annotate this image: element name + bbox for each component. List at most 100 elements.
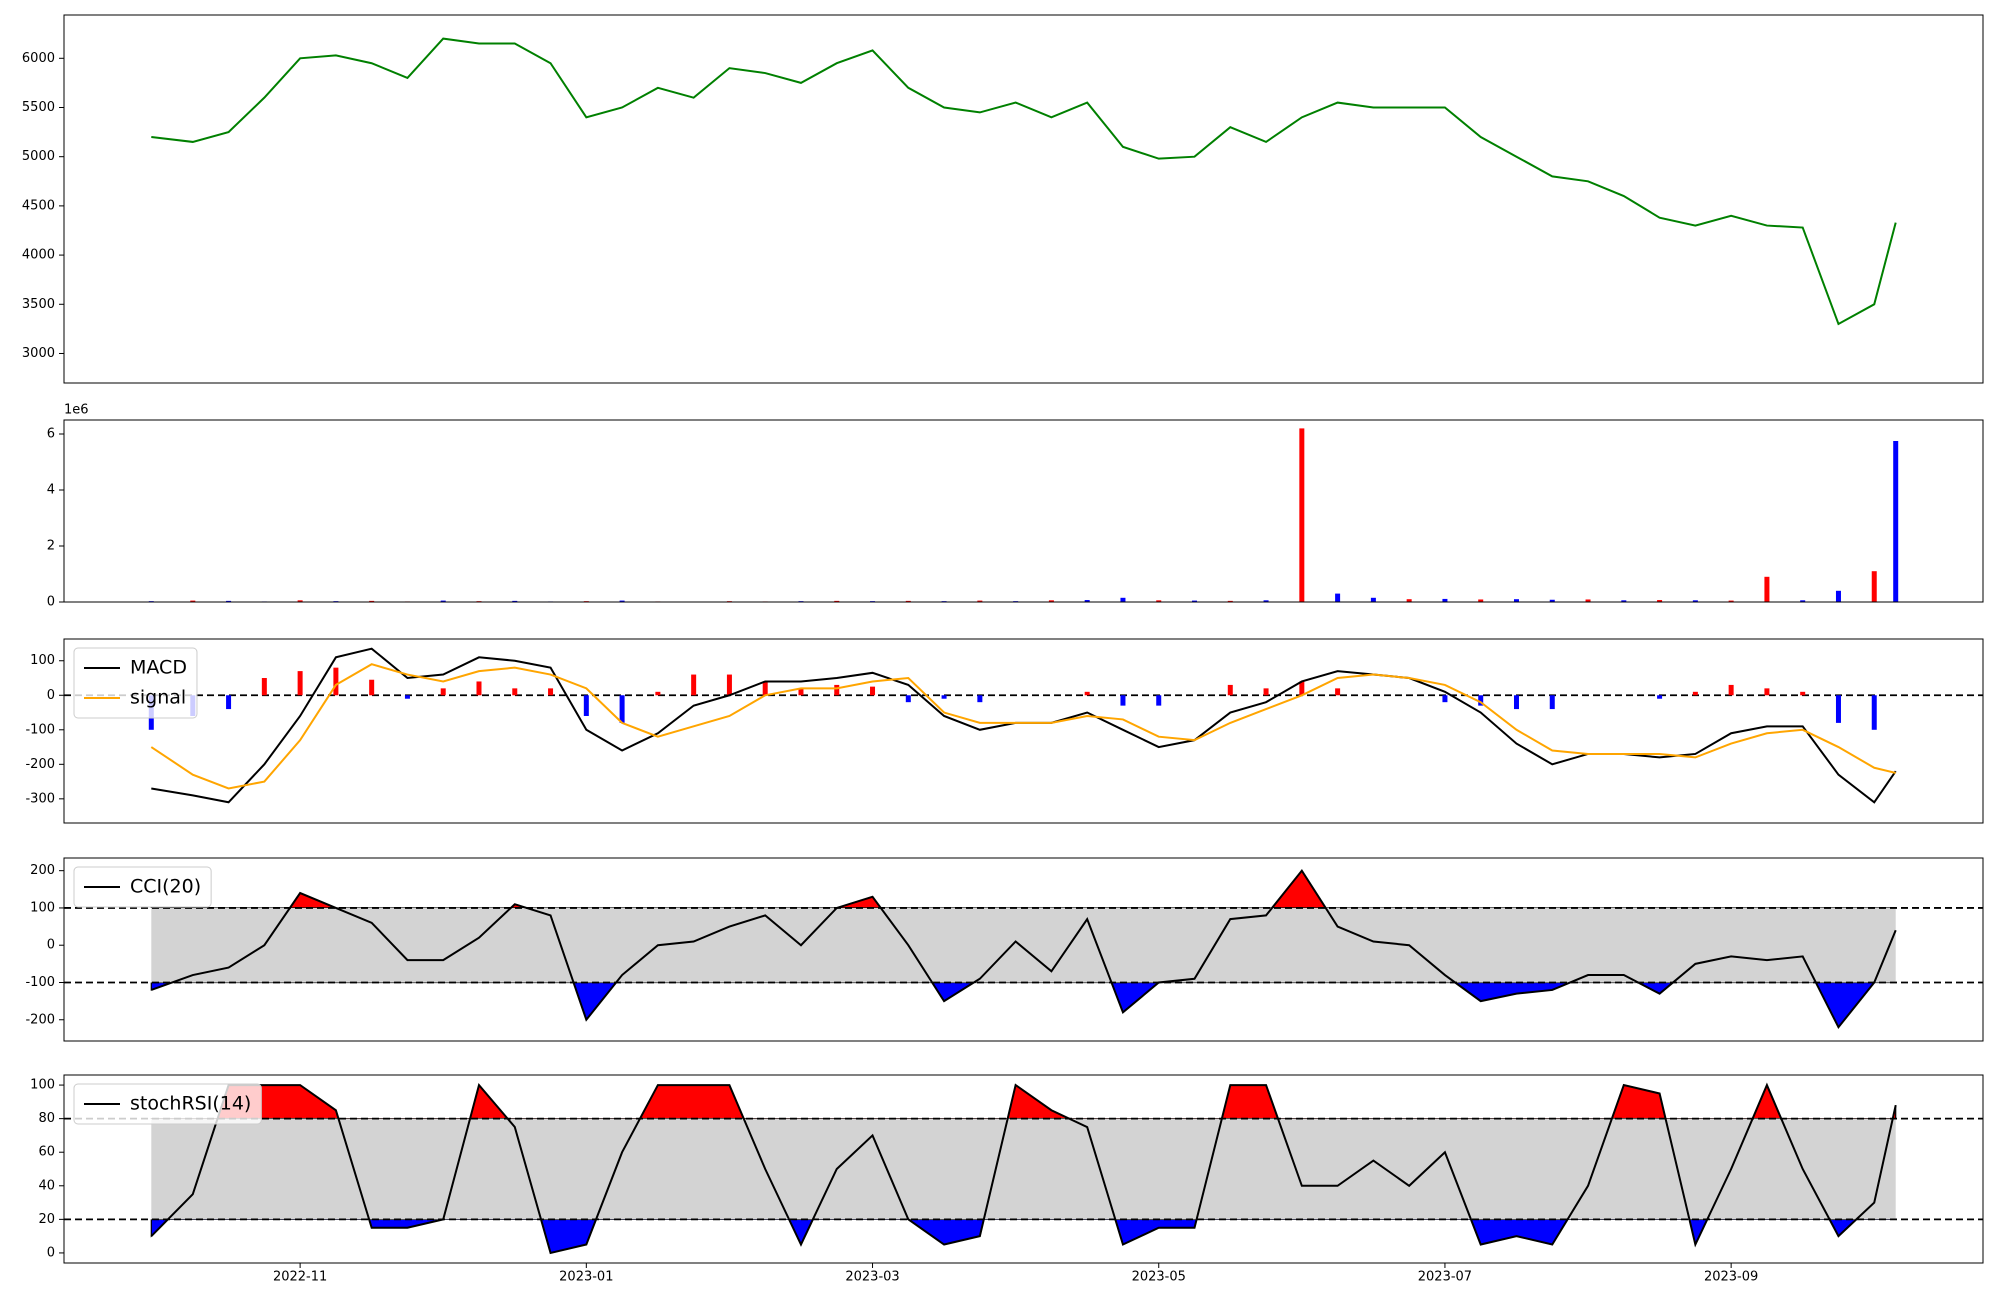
bar [834, 684, 840, 696]
legend-label: MACD [130, 657, 187, 679]
bar [1871, 695, 1877, 730]
series-line [150, 868, 1897, 1030]
bar [762, 681, 768, 696]
axes-frame [63, 1074, 1984, 1264]
bar [1156, 600, 1162, 602]
bar [1549, 695, 1555, 710]
plot-area [64, 1082, 1983, 1255]
bar [583, 695, 589, 716]
y-tick-label: 6000 [22, 51, 55, 66]
bar [1478, 695, 1484, 706]
bar [1657, 695, 1663, 699]
bar [1120, 597, 1126, 602]
bar [476, 681, 482, 696]
y-tick-label: -100 [25, 975, 55, 990]
bar [1335, 688, 1341, 696]
y-tick-label: 4500 [22, 198, 55, 213]
bar [1621, 600, 1627, 602]
y-tick-label: 0 [47, 595, 55, 610]
bar [1871, 571, 1877, 602]
bar [1370, 597, 1376, 602]
bar [726, 674, 732, 696]
y-tick-label: 100 [30, 900, 55, 915]
y-tick-label: 100 [30, 653, 55, 668]
bar [1084, 691, 1090, 696]
legend: stochRSI(14) [73, 1083, 262, 1125]
bar [190, 600, 196, 602]
bar [655, 691, 661, 696]
bar [1657, 600, 1663, 602]
x-tick-label: 2023-09 [1704, 1270, 1758, 1285]
bar [1893, 441, 1899, 602]
axes-frame [63, 857, 1984, 1042]
legend-box [73, 647, 198, 719]
bar [1192, 600, 1198, 602]
bar [619, 600, 625, 602]
y-tick-label: 5500 [22, 100, 55, 115]
bar [1800, 600, 1806, 602]
legend-label: signal [130, 687, 186, 709]
legend-box [73, 1083, 262, 1125]
bar [1335, 593, 1341, 602]
bar [226, 600, 232, 602]
bar [1549, 599, 1555, 602]
bar [1084, 600, 1090, 602]
bar [1764, 576, 1770, 602]
plot-area [151, 37, 1897, 326]
y-tick-label: 40 [38, 1178, 55, 1193]
bar [1835, 695, 1841, 723]
y-tick-label: 100 [30, 1078, 55, 1093]
bar [1442, 598, 1448, 602]
legend-label: stochRSI(14) [130, 1093, 251, 1115]
series-line [150, 663, 1896, 790]
y-tick-label: 0 [47, 1245, 55, 1260]
plot-area [148, 428, 1899, 602]
bar [977, 695, 983, 703]
bar [905, 600, 911, 602]
bar [1585, 599, 1591, 602]
bar [977, 600, 983, 602]
bar [619, 695, 625, 723]
legend: CCI(20) [73, 866, 212, 908]
axis-offset-label: 1e6 [64, 403, 89, 418]
bar [1263, 600, 1269, 602]
neutral-band [151, 1118, 1896, 1220]
bar [870, 686, 876, 696]
series-line [151, 37, 1897, 326]
bar [1299, 428, 1305, 602]
bar [1120, 695, 1126, 706]
y-tick-label: 5000 [22, 149, 55, 164]
bar [1764, 688, 1770, 696]
bar [440, 688, 446, 696]
panel: -200 -100 0 100 200 CCI(20) [25, 857, 1984, 1042]
bar [1513, 695, 1519, 710]
y-tick-label: 60 [38, 1145, 55, 1160]
y-tick-label: 0 [47, 688, 55, 703]
y-tick-label: 6 [47, 427, 55, 442]
bar [1513, 599, 1519, 602]
bar [512, 688, 518, 696]
x-tick-label: 2023-07 [1418, 1270, 1472, 1285]
x-tick-label: 2023-05 [1132, 1270, 1186, 1285]
neutral-band [151, 907, 1896, 983]
x-tick-label: 2023-01 [559, 1270, 613, 1285]
y-tick-label: 4 [47, 483, 55, 498]
plot-area [64, 647, 1983, 804]
y-tick-label: -200 [25, 1012, 55, 1027]
bar [226, 695, 232, 710]
bar [1692, 600, 1698, 602]
plot-area [64, 868, 1983, 1030]
bar [1835, 590, 1841, 602]
legend: MACD signal [73, 647, 198, 719]
series-line [151, 647, 1897, 804]
axes-frame [63, 638, 1984, 824]
y-tick-label: 3500 [22, 297, 55, 312]
bar [369, 679, 375, 696]
legend-label: CCI(20) [130, 876, 201, 898]
bar [297, 671, 303, 696]
x-tick-label: 2023-03 [845, 1270, 899, 1285]
y-tick-label: 20 [38, 1212, 55, 1227]
y-tick-label: 80 [38, 1111, 55, 1126]
bar [834, 600, 840, 602]
